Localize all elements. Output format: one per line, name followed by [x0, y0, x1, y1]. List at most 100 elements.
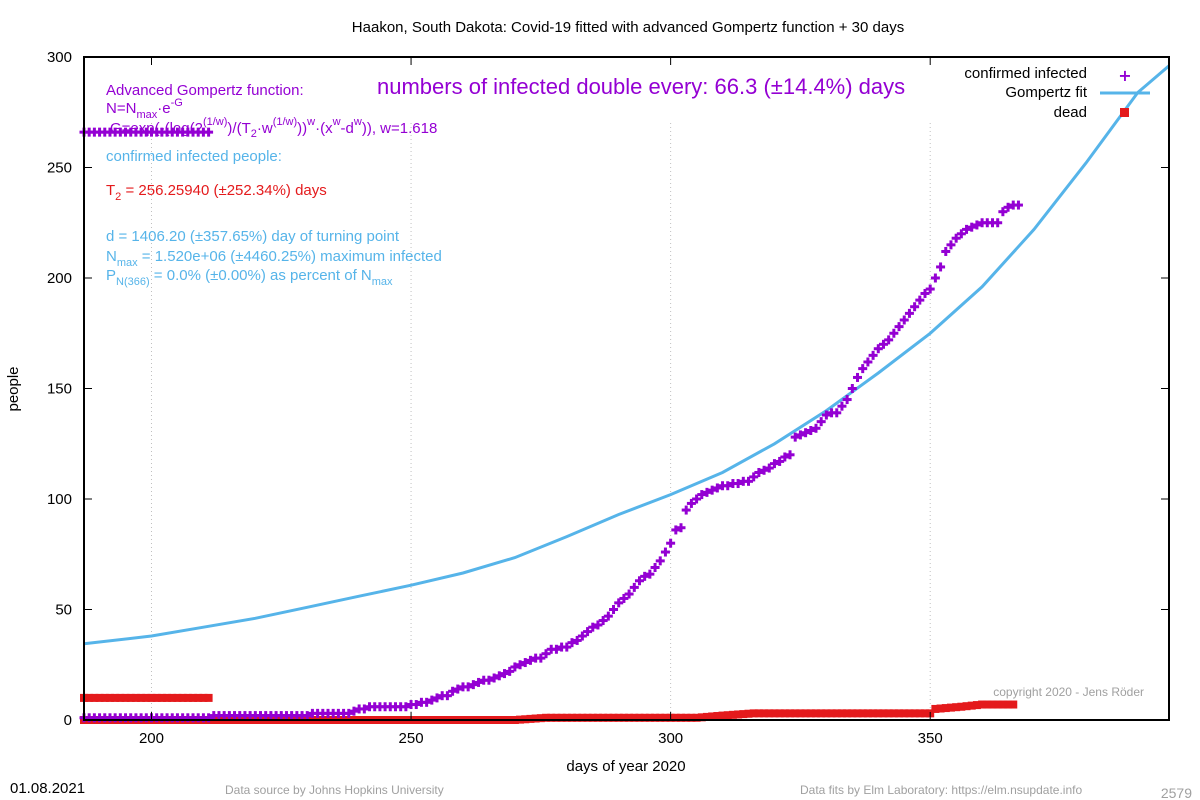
dead-point-148: [848, 709, 857, 718]
legend-marker-infected: +: [1118, 66, 1131, 85]
infected-point-85: [520, 658, 530, 668]
initial-dead-point-15: [157, 693, 166, 702]
infected-point-147: [842, 395, 852, 405]
legend: confirmed infected + Gompertz fit dead: [964, 65, 1150, 121]
dead-point-158: [900, 709, 909, 718]
infected-point-111: [655, 556, 665, 566]
infected-point-43: [302, 711, 312, 721]
legend-label-infected: confirmed infected: [964, 65, 1087, 82]
dead-point-122: [713, 712, 722, 721]
initial-point-24: [204, 127, 214, 137]
infected-point-75: [468, 680, 478, 690]
footer-fits: Data fits by Elm Laboratory: https://elm…: [800, 783, 1082, 797]
dead-point-93: [562, 713, 571, 722]
infected-point-104: [619, 593, 629, 603]
dead-point-157: [895, 709, 904, 718]
infected-point-122: [712, 483, 722, 493]
formula-n: N=Nmax·e-G: [106, 97, 183, 121]
infected-point-71: [448, 686, 458, 696]
initial-dead-point-17: [168, 693, 177, 702]
initial-dead-point-1: [85, 693, 94, 702]
infected-point-82: [505, 666, 515, 676]
gompertz-heading: Advanced Gompertz function:: [106, 82, 304, 99]
infected-point-180: [1013, 200, 1023, 210]
infected-point-167: [946, 240, 956, 250]
infected-point-95: [572, 635, 582, 645]
dead-point-98: [588, 713, 597, 722]
dead-point-142: [817, 709, 826, 718]
x-tick-label-1: 250: [399, 730, 424, 747]
dead-point-87: [531, 714, 540, 723]
infected-point-131: [759, 465, 769, 475]
initial-dead-point-3: [95, 693, 104, 702]
dead-point-121: [708, 712, 717, 721]
infected-point-120: [702, 487, 712, 497]
infected-point-66: [422, 697, 432, 707]
infected-point-93: [562, 642, 572, 652]
dead-point-89: [542, 713, 551, 722]
infected-point-164: [930, 273, 940, 283]
dead-point-141: [811, 709, 820, 718]
infected-point-88: [536, 653, 546, 663]
infected-point-113: [666, 538, 676, 548]
dead-point-146: [837, 709, 846, 718]
dead-point-100: [599, 713, 608, 722]
dead-point-127: [739, 710, 748, 719]
dead-point-102: [609, 713, 618, 722]
infected-point-146: [837, 401, 847, 411]
initial-dead-point-11: [137, 693, 146, 702]
infected-point-115: [676, 523, 686, 533]
infected-point-172: [972, 220, 982, 230]
infected-point-70: [442, 691, 452, 701]
legend-label-dead: dead: [1054, 104, 1087, 121]
infected-point-64: [411, 700, 421, 710]
confirmed-heading: confirmed infected people:: [106, 148, 282, 165]
legend-marker-dead: [1120, 108, 1129, 117]
initial-dead-point-7: [116, 693, 125, 702]
initial-dead-point-4: [100, 693, 109, 702]
infected-point-67: [427, 695, 437, 705]
infected-point-171: [967, 222, 977, 232]
grid: [150, 122, 931, 720]
infected-point-91: [551, 644, 561, 654]
dead-point-105: [625, 713, 634, 722]
infected-point-130: [754, 467, 764, 477]
dead-point-155: [884, 709, 893, 718]
infected-point-140: [806, 425, 816, 435]
initial-dead-point-24: [204, 693, 213, 702]
infected-point-78: [484, 675, 494, 685]
dead-point-117: [687, 713, 696, 722]
dead-point-86: [526, 714, 535, 723]
dead-point-135: [780, 709, 789, 718]
dead-point-140: [806, 709, 815, 718]
dead-point-151: [863, 709, 872, 718]
infected-point-103: [614, 598, 624, 608]
infected-point-54: [359, 704, 369, 714]
dead-point-103: [614, 713, 623, 722]
infected-point-80: [494, 671, 504, 681]
infected-point-159: [904, 308, 914, 318]
infected-point-119: [697, 490, 707, 500]
infected-point-81: [500, 669, 510, 679]
dead-point-154: [879, 709, 888, 718]
dead-point-107: [635, 713, 644, 722]
dead-point-161: [915, 709, 924, 718]
infected-point-114: [671, 525, 681, 535]
dead-point-106: [630, 713, 639, 722]
formula-g: G=exp(-(log(2(1/w))/(T2·w(1/w)))w·(xw-dw…: [110, 116, 437, 140]
infected-point-107: [634, 576, 644, 586]
dead-point-179: [1009, 700, 1018, 709]
dead-point-128: [744, 709, 753, 718]
dead-point-136: [786, 709, 795, 718]
infected-point-135: [780, 452, 790, 462]
dead-point-111: [656, 713, 665, 722]
infected-point-117: [686, 498, 696, 508]
infected-point-51: [344, 708, 354, 718]
infected-point-139: [801, 428, 811, 438]
dead-point-168: [952, 703, 961, 712]
dead-point-110: [651, 713, 660, 722]
infected-point-137: [790, 432, 800, 442]
initial-dead-point-12: [142, 693, 151, 702]
dead-point-126: [734, 710, 743, 719]
